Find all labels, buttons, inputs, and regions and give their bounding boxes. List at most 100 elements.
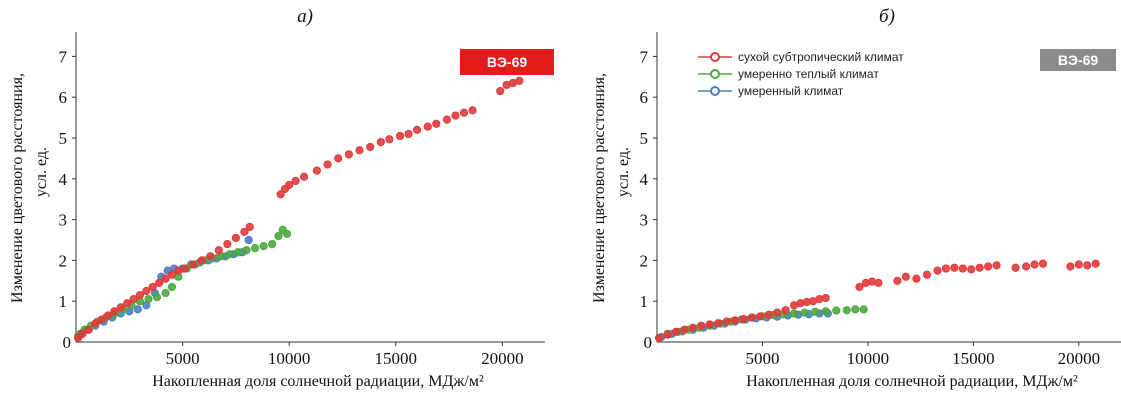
data-point [893, 276, 902, 285]
data-point [800, 308, 809, 317]
data-point [821, 307, 830, 316]
data-point [714, 319, 723, 328]
data-point [832, 306, 841, 315]
data-point [395, 131, 405, 141]
data-point [705, 320, 714, 329]
data-point [950, 263, 959, 272]
badge-label: ВЭ-69 [1058, 52, 1099, 68]
data-point [404, 129, 413, 139]
chart-panel-a: a) 1 2 3 4 5 6 7 0 5000 10000 15000 20000 Накопленная… [9, 6, 554, 390]
data-point [123, 299, 132, 308]
x-tick-label: 5000 [166, 349, 200, 368]
data-point [423, 122, 432, 131]
data-point [285, 180, 294, 190]
y-tick-label: 2 [640, 251, 649, 270]
data-point [103, 311, 113, 320]
x-tick-label: 15000 [375, 349, 418, 368]
badge-box [460, 49, 554, 75]
x-tick-label: 20000 [481, 349, 524, 368]
y-axis-label-line1: Изменение цветового расстояния, [591, 73, 608, 303]
origin-label: 0 [63, 333, 72, 352]
chart-panel-b: б) 1 2 3 4 5 6 7 0 5000 10000 15000 20000 Накопленная… [591, 6, 1121, 390]
data-point [1030, 260, 1039, 269]
data-point [442, 115, 452, 124]
data-point [152, 293, 162, 302]
data-point [276, 190, 285, 199]
data-point [697, 321, 706, 330]
legend-label: сухой субтропический климат [738, 50, 904, 64]
y-tick-label: 6 [640, 88, 649, 107]
data-point [515, 76, 524, 85]
data-point [282, 229, 292, 238]
data-point [344, 150, 353, 159]
data-point [231, 233, 240, 243]
data-point [851, 305, 860, 314]
data-point [274, 231, 283, 241]
data-point [240, 227, 249, 236]
data-point [722, 317, 731, 326]
data-point [1038, 259, 1048, 268]
data-point [412, 125, 422, 134]
data-point [992, 261, 1001, 270]
series-1 [655, 305, 868, 343]
y-tick-label: 5 [59, 129, 68, 148]
data-point [84, 325, 93, 334]
data-point [730, 316, 740, 325]
data-point [432, 119, 441, 128]
data-point [496, 86, 505, 96]
y-axis-label-line1: Изменение цветового расстояния, [9, 73, 26, 303]
y-tick-label: 3 [59, 211, 68, 230]
x-tick-label: 20000 [1058, 349, 1101, 368]
data-point [1021, 262, 1031, 271]
x-tick-label: 15000 [952, 349, 995, 368]
data-point [789, 309, 799, 318]
y-tick-label: 4 [59, 170, 68, 189]
data-point [874, 278, 883, 287]
y-tick-label: 6 [59, 88, 68, 107]
data-point [764, 310, 773, 319]
data-point [116, 303, 125, 312]
legend-marker [710, 69, 720, 79]
data-point [214, 246, 223, 255]
data-point [78, 329, 87, 338]
data-point [129, 295, 138, 304]
data-point [468, 106, 477, 115]
data-point [688, 323, 697, 332]
data-point [1066, 262, 1075, 271]
data-point [259, 242, 268, 251]
data-point [1074, 260, 1083, 269]
data-point [680, 325, 689, 334]
data-point [242, 246, 251, 255]
data-point [842, 306, 851, 315]
data-point [821, 293, 830, 303]
data-point [323, 160, 332, 169]
data-point [245, 222, 254, 232]
data-point [206, 252, 215, 261]
data-point [225, 250, 234, 259]
data-point [739, 315, 748, 324]
x-tick-label: 10000 [847, 349, 890, 368]
data-point [148, 282, 157, 292]
y-tick-label: 7 [59, 47, 68, 66]
panel-label: б) [879, 6, 895, 27]
data-point [811, 307, 820, 316]
legend-marker [710, 52, 720, 62]
data-point [451, 111, 460, 120]
data-point [161, 288, 170, 298]
badge-label: ВЭ-69 [487, 54, 528, 70]
origin-label: 0 [644, 333, 653, 352]
data-point [189, 260, 198, 269]
data-point [385, 135, 394, 144]
x-tick-label: 10000 [268, 349, 311, 368]
y-axis-label-line2: усл. ед. [615, 147, 632, 197]
data-point [268, 239, 277, 249]
data-point [1083, 261, 1092, 270]
data-point [671, 327, 681, 336]
data-point [859, 305, 868, 314]
data-point [663, 330, 672, 339]
data-point [180, 264, 189, 273]
panel-label: a) [297, 6, 313, 27]
data-point [1011, 263, 1020, 272]
legend-label: умеренный климат [738, 84, 844, 98]
